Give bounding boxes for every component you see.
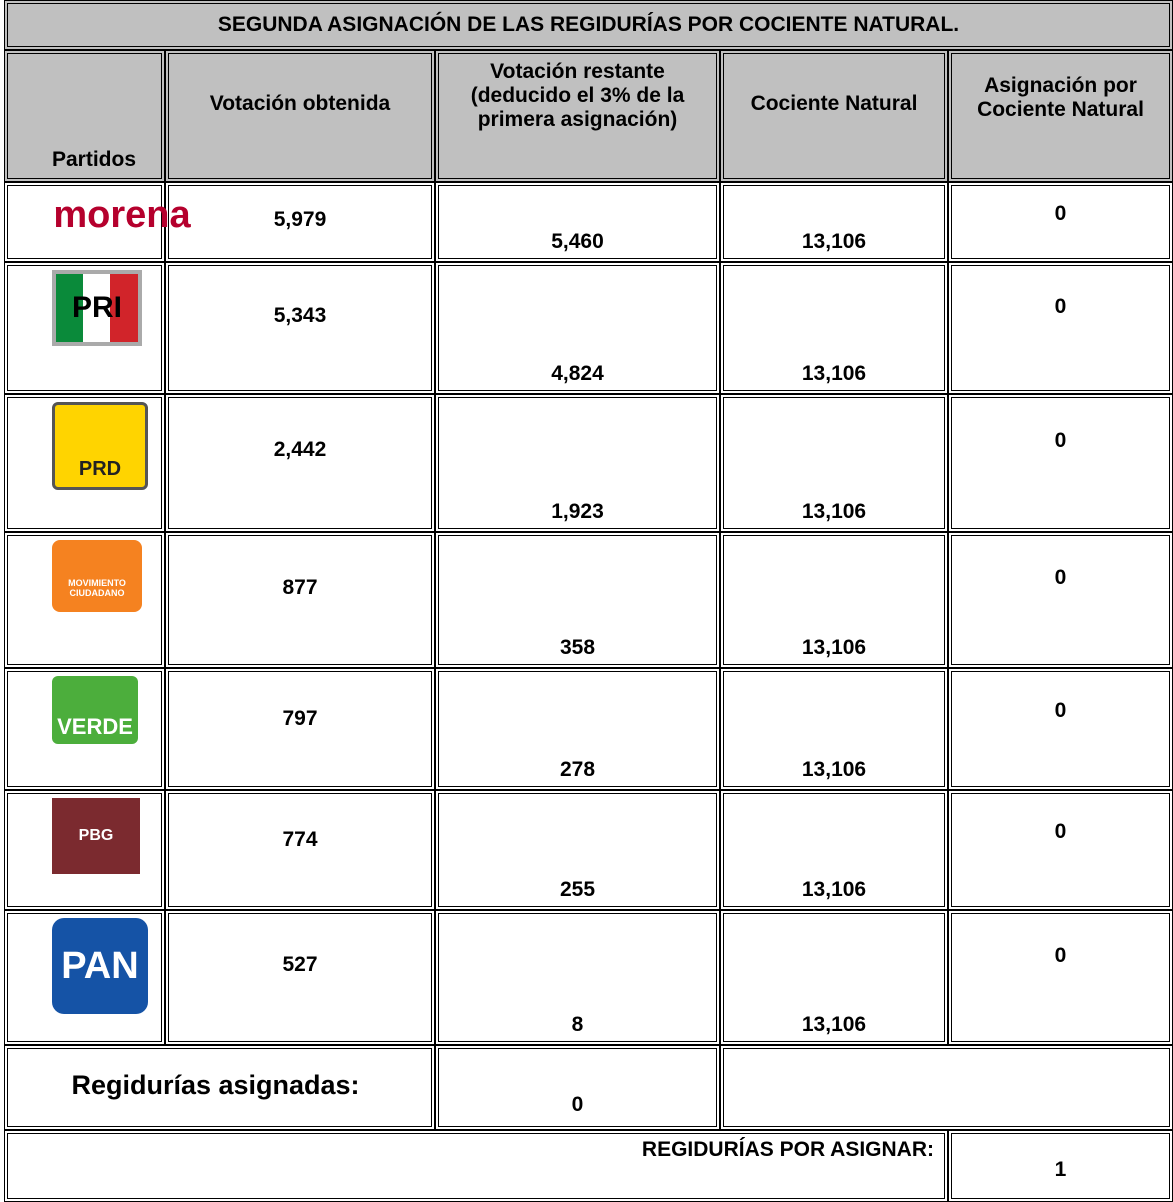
data-cell: [720, 910, 948, 1045]
header-cell: [720, 50, 948, 182]
column-header: Asignación por Cociente Natural: [977, 74, 1144, 121]
data-cell: [948, 262, 1173, 394]
data-cell: [165, 182, 435, 262]
votes-obtained: 5,979: [273, 207, 327, 231]
assignment: 0: [1054, 202, 1067, 225]
pending-value-cell: [948, 1130, 1173, 1202]
data-cell: [435, 182, 720, 262]
data-cell: [948, 910, 1173, 1045]
assignment: 0: [1054, 820, 1067, 843]
assignment: 0: [1054, 698, 1067, 722]
natural-quotient: 13,106: [801, 1013, 867, 1036]
party-logo: PAN: [52, 918, 148, 1014]
data-cell: [4, 182, 165, 262]
column-header: Votación restante (deducido el 3% de la …: [470, 60, 685, 131]
data-cell: [435, 790, 720, 910]
data-cell: [4, 668, 165, 790]
header-cell: [435, 50, 720, 182]
assigned-value: 0: [571, 1093, 584, 1116]
data-cell: [4, 910, 165, 1045]
votes-remaining: 255: [559, 878, 596, 901]
party-logo: PBG: [52, 798, 140, 874]
data-cell: [4, 394, 165, 532]
title-cell: [4, 0, 1173, 50]
data-cell: [720, 394, 948, 532]
assignment: 0: [1054, 295, 1067, 318]
assigned-value-cell: [435, 1045, 720, 1130]
assignment: 0: [1054, 428, 1067, 452]
data-cell: [948, 790, 1173, 910]
natural-quotient: 13,106: [801, 362, 867, 385]
data-cell: [720, 262, 948, 394]
party-logo: PRD: [52, 402, 148, 490]
party-logo: MOVIMIENTO CIUDADANO: [52, 540, 142, 612]
data-cell: [435, 910, 720, 1045]
empty-cell: [720, 1045, 1173, 1130]
data-cell: [948, 532, 1173, 668]
votes-obtained: 5,343: [273, 304, 327, 328]
data-cell: [4, 532, 165, 668]
votes-remaining: 4,824: [551, 362, 604, 385]
votes-obtained: 527: [282, 953, 318, 977]
data-cell: [435, 394, 720, 532]
data-cell: [4, 790, 165, 910]
header-cell: [948, 50, 1173, 182]
votes-obtained: 797: [282, 707, 318, 731]
data-cell: [165, 394, 435, 532]
data-cell: [948, 668, 1173, 790]
votes-remaining: 8: [571, 1013, 584, 1036]
data-cell: [165, 668, 435, 790]
column-header: Cociente Natural: [750, 92, 918, 115]
data-cell: [435, 532, 720, 668]
votes-obtained: 877: [282, 575, 318, 599]
votes-remaining: 358: [559, 636, 596, 659]
data-cell: [720, 668, 948, 790]
assigned-label: Regidurías asignadas:: [71, 1070, 360, 1100]
data-cell: [435, 262, 720, 394]
assignment: 0: [1054, 943, 1067, 967]
assignment: 0: [1054, 566, 1067, 589]
assigned-label-cell: [4, 1045, 435, 1130]
party-logo: morena: [53, 193, 191, 236]
data-cell: [720, 790, 948, 910]
data-cell: [4, 262, 165, 394]
column-header: Votación obtenida: [209, 92, 391, 115]
party-logo: VERDE: [52, 676, 138, 744]
data-cell: [720, 182, 948, 262]
natural-quotient: 13,106: [801, 878, 867, 901]
votes-remaining: 5,460: [551, 230, 604, 253]
pending-label-cell: [4, 1130, 948, 1202]
votes-remaining: 1,923: [551, 500, 604, 523]
column-header: Partidos: [52, 148, 137, 171]
natural-quotient: 13,106: [801, 500, 867, 523]
data-cell: [165, 910, 435, 1045]
pending-value: 1: [1054, 1158, 1067, 1181]
votes-obtained: 2,442: [273, 438, 327, 462]
votes-obtained: 774: [282, 828, 318, 852]
data-cell: [948, 182, 1173, 262]
votes-remaining: 278: [559, 758, 596, 781]
data-cell: [165, 790, 435, 910]
natural-quotient: 13,106: [801, 758, 867, 781]
party-logo: PRI: [52, 270, 142, 346]
natural-quotient: 13,106: [801, 636, 867, 659]
data-cell: [720, 532, 948, 668]
title: SEGUNDA ASIGNACIÓN DE LAS REGIDURÍAS POR…: [217, 13, 960, 36]
data-cell: [435, 668, 720, 790]
header-cell: [4, 50, 165, 182]
pending-label: REGIDURÍAS POR ASIGNAR:: [641, 1138, 934, 1161]
data-cell: [948, 394, 1173, 532]
natural-quotient: 13,106: [801, 230, 867, 253]
header-cell: [165, 50, 435, 182]
data-cell: [165, 532, 435, 668]
data-cell: [165, 262, 435, 394]
